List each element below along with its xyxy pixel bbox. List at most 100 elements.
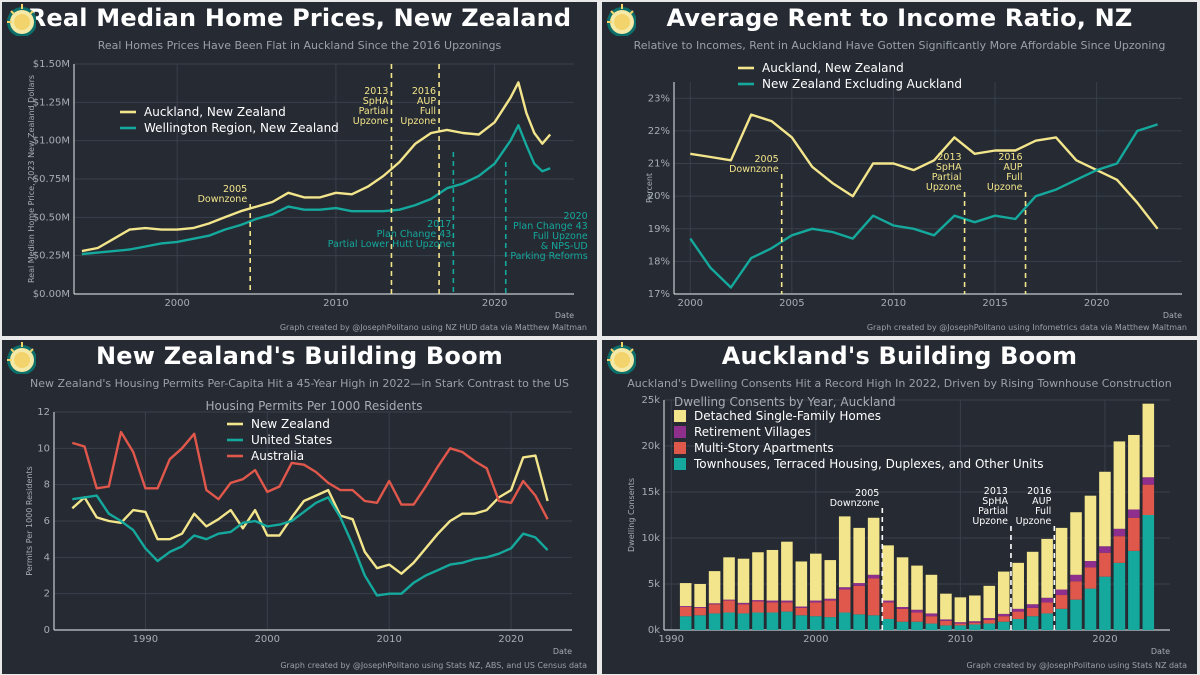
annotation-label: Partial Lower Hutt Upzone xyxy=(328,239,452,250)
bar-segment xyxy=(1142,515,1155,630)
bar-segment xyxy=(708,604,721,614)
bar-segment xyxy=(1084,567,1097,589)
legend-swatch xyxy=(674,442,686,454)
bar-segment xyxy=(708,603,721,605)
bar-segment xyxy=(810,553,822,601)
bar-segment xyxy=(1055,608,1068,630)
sun-logo-icon xyxy=(607,4,636,36)
x-tick-label: 2000 xyxy=(803,634,828,645)
bar-segment xyxy=(969,622,981,625)
panel-credit: Graph created by @JosephPolitano using S… xyxy=(280,661,587,670)
legend-label: Wellington Region, New Zealand xyxy=(144,121,339,135)
x-axis-label: Date xyxy=(555,311,574,320)
y-tick-label: 25k xyxy=(641,395,660,406)
bar-segment xyxy=(997,571,1010,614)
legend-label: Retirement Villages xyxy=(694,425,811,439)
annotation-label: 2016 xyxy=(1027,486,1051,497)
y-tick-label: 17% xyxy=(648,289,670,300)
y-tick-label: 15k xyxy=(641,487,660,498)
annotation-label: Full xyxy=(1035,506,1051,517)
annotation-label: 2016 xyxy=(412,86,436,97)
chart-dwelling-consents: 0k 5k 10k 15k 20k 25k 1990 2000 2010 2020 Date Dwel… xyxy=(627,395,1170,656)
chart-permits: 0 2 4 6 8 10 12 1990 2000 2010 2020 Date Permits Per… xyxy=(25,399,572,656)
y-axis-label: Real Median Home Price, 2023 New Zealand… xyxy=(27,75,36,283)
bar-segment xyxy=(1012,608,1024,612)
bar-segment xyxy=(1128,434,1140,510)
bar-segment xyxy=(679,583,692,607)
bar-segment xyxy=(954,625,967,630)
bar-segment xyxy=(737,602,750,605)
chart-home-prices: $0.00M $0.25M $0.50M $0.75M $1.00M $1.25M $1.5… xyxy=(27,59,588,320)
bar-segment xyxy=(1041,613,1053,630)
y-tick-label: 6 xyxy=(44,516,50,527)
y-tick-label: 5k xyxy=(648,579,660,590)
bar-segment xyxy=(781,600,793,603)
bar-segment xyxy=(983,619,996,624)
bar-segment xyxy=(766,612,779,630)
bar-segment xyxy=(781,602,793,612)
annotation-label: Parking Reforms xyxy=(510,251,587,262)
y-tick-label: 10 xyxy=(37,443,50,454)
bar-segment xyxy=(1070,581,1082,600)
bar-segment xyxy=(708,613,721,630)
panel-home-prices: $0.00M $0.25M $0.50M $0.75M $1.00M $1.25M $1.5… xyxy=(2,2,597,336)
panel-nz-building-boom: 0 2 4 6 8 10 12 1990 2000 2010 2020 Date Permits Per… xyxy=(2,340,597,674)
annotation-label: & NPS-UD xyxy=(541,241,588,252)
panel-subtitle: Real Homes Prices Have Been Flat in Auck… xyxy=(97,39,502,52)
bar-segment xyxy=(1128,509,1140,518)
bar-segment xyxy=(752,601,764,613)
bar-segment xyxy=(694,607,706,616)
legend-label: Multi-Story Apartments xyxy=(694,441,834,455)
annotation-label: Upzone xyxy=(353,116,389,127)
x-tick-label: 2020 xyxy=(1084,298,1109,309)
annotation-label: AUP xyxy=(1003,162,1022,173)
bar-segment xyxy=(940,620,952,626)
bar-segment xyxy=(752,552,764,601)
panel-subtitle: Auckland's Dwelling Consents Hit a Recor… xyxy=(627,377,1172,390)
y-tick-label: 23% xyxy=(648,93,670,104)
bar-segment xyxy=(882,545,894,601)
bar-segment xyxy=(694,615,706,630)
y-tick-label: 12 xyxy=(37,407,50,418)
bar-segment xyxy=(983,623,996,630)
bar-segment xyxy=(983,618,996,620)
legend-label: Australia xyxy=(251,449,304,463)
x-tick-label: 2020 xyxy=(498,634,523,645)
bar-segment xyxy=(766,549,779,601)
bar-segment xyxy=(679,616,692,630)
y-tick-label: 19% xyxy=(648,224,670,235)
panel-title: Real Median Home Prices, New Zealand xyxy=(27,4,572,32)
annotation-label: Upzone xyxy=(1016,516,1052,527)
bar-segment xyxy=(694,584,706,607)
y-tick-label: 20k xyxy=(641,441,660,452)
bar-segment xyxy=(940,625,952,630)
annotation-label: Upzone xyxy=(400,116,436,127)
panel-subtitle: New Zealand's Housing Permits Per-Capita… xyxy=(30,377,569,390)
x-tick-label: 1990 xyxy=(659,634,684,645)
series-line-new-zealand-excluding-auckland xyxy=(689,123,1158,289)
bar-segment xyxy=(824,600,837,618)
legend-label: Townhouses, Terraced Housing, Duplexes, … xyxy=(693,457,1044,471)
bar-segment xyxy=(969,624,981,630)
chart-rent-ratio: 17% 18% 19% 20% 21% 22% 23% 2000 2005 2010 2015 202… xyxy=(645,61,1182,320)
bar-segment xyxy=(1113,562,1126,630)
annotation-label: Upzone xyxy=(987,182,1023,193)
bar-segment xyxy=(723,612,735,630)
x-tick-label: 2015 xyxy=(982,298,1007,309)
bar-segment xyxy=(810,600,822,603)
x-tick-label: 2000 xyxy=(164,298,189,309)
annotation-label: 2013 xyxy=(984,486,1008,497)
bar-segment xyxy=(838,612,851,630)
bar-segment xyxy=(1012,562,1024,609)
panel-credit: Graph created by @JosephPolitano using N… xyxy=(279,323,587,332)
annotation-label: SpHA xyxy=(936,162,962,173)
x-tick-label: 2010 xyxy=(323,298,348,309)
x-axis-label: Date xyxy=(553,647,572,656)
y-tick-label: 18% xyxy=(648,256,670,267)
panel-title: New Zealand's Building Boom xyxy=(96,342,503,370)
y-tick-label: 10k xyxy=(641,533,660,544)
x-axis-label: Date xyxy=(1151,647,1170,656)
panel-subtitle: Relative to Incomes, Rent in Auckland Ha… xyxy=(633,39,1166,52)
series-line-auckland-new-zealand xyxy=(690,113,1159,230)
bar-segment xyxy=(766,600,779,603)
